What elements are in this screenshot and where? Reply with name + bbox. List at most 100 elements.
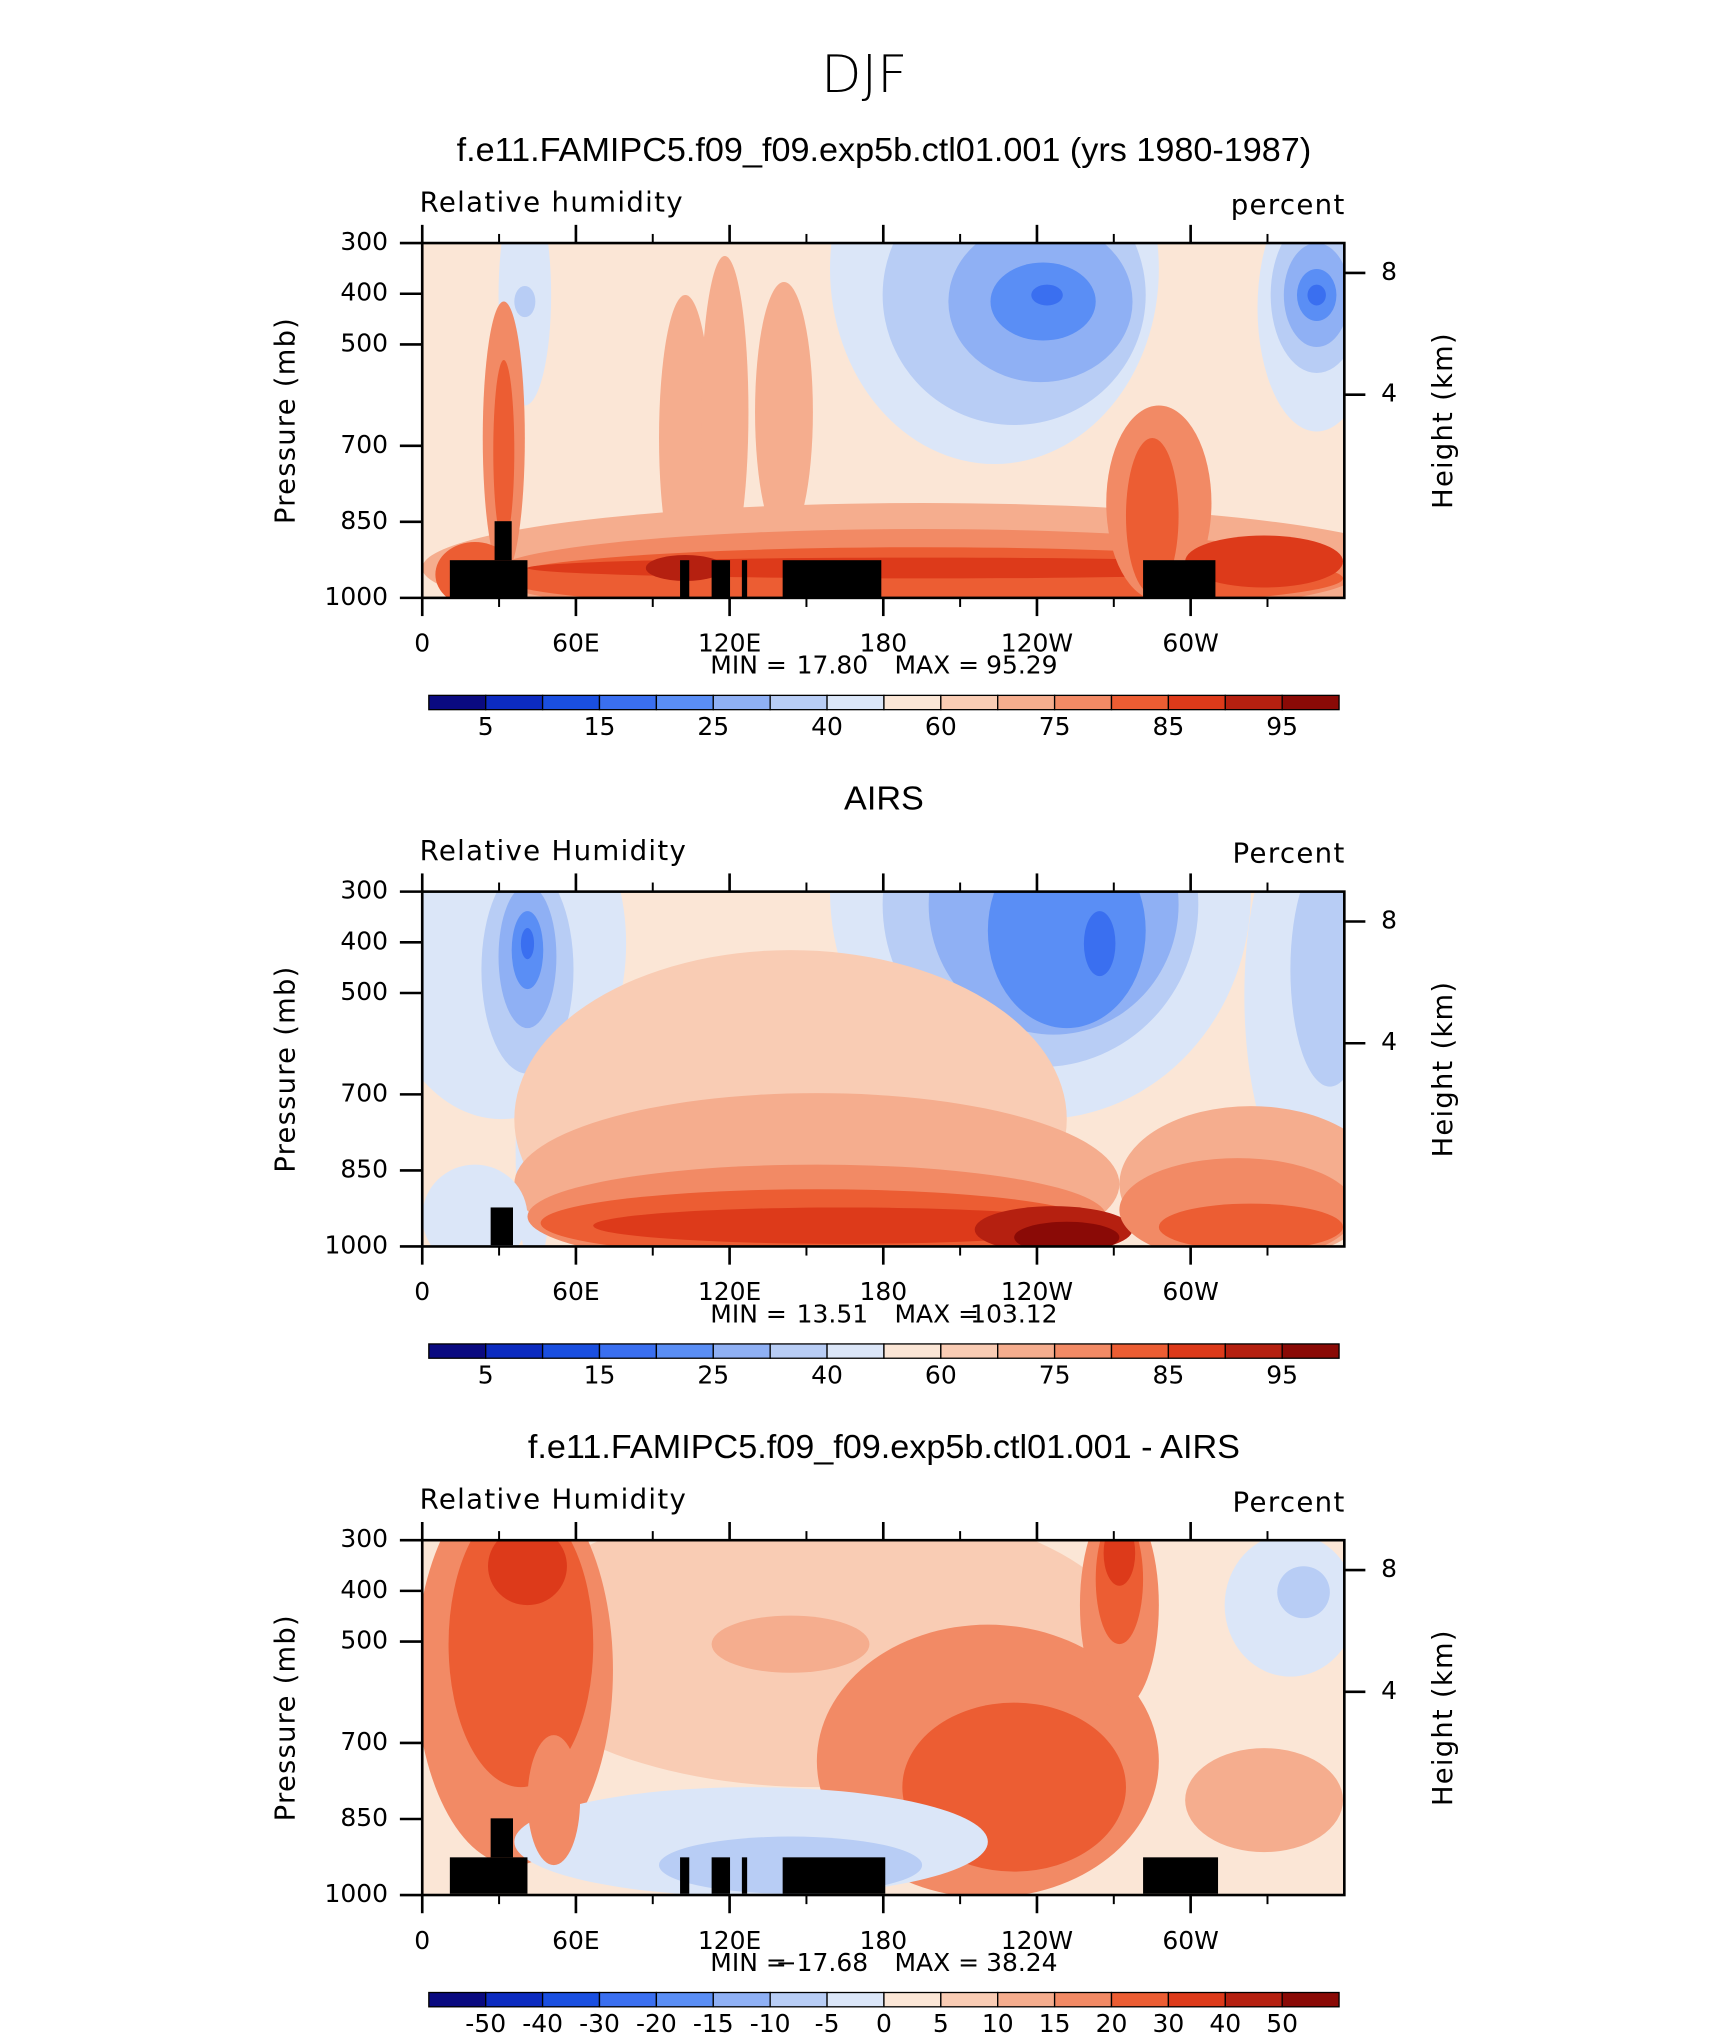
topography [711,560,731,598]
contour-fill [755,282,813,542]
colorbar-box [485,1343,544,1359]
y2-tick-label: 8 [1381,257,1397,286]
colorbar-box [1224,1991,1283,2008]
contour-fill [448,1540,594,1788]
colorbar-label: 5 [478,1361,494,1390]
colorbar-box [598,1991,658,2008]
colorbar-box [1110,694,1170,711]
colorbar-box [1167,694,1226,711]
colorbar-box [428,1343,487,1359]
colorbar-box [712,1991,771,2008]
colorbar-label: 75 [1039,712,1071,741]
colorbar-label: 30 [1152,2009,1184,2038]
contour-fill [514,285,536,318]
y-tick-label: 700 [340,1727,388,1756]
right-label: Percent [1233,1487,1346,1518]
colorbar-label: 20 [1096,2009,1128,2038]
colorbar-box [485,694,544,711]
colorbar-box [655,694,714,711]
colorbar-label: 15 [584,1361,616,1390]
x-tick-label: 60E [552,1926,600,1955]
colorbar-box [712,694,771,711]
contour-fill [1031,284,1063,306]
topography [680,560,690,598]
figure-title: DJF [821,44,907,105]
contour-fill [1277,1566,1330,1619]
x-tick-label: 180 [859,1926,907,1955]
x-tick-label: 60E [552,1277,600,1306]
left-label: Relative humidity [420,188,684,219]
x-tick-label: 0 [414,629,430,658]
x-tick-label: 60W [1162,1277,1218,1306]
colorbar-box [883,1343,942,1359]
colorbar-box [485,1991,544,2008]
colorbar-box [769,1991,828,2008]
max-label: MAX = [894,1948,979,1977]
contour-fill [1290,891,1345,1087]
contour-fill [493,360,515,542]
topography [741,1857,748,1894]
colorbar-box [1167,1343,1226,1359]
max-value: 38.24 [986,1948,1058,1977]
colorbar-box [769,1343,828,1359]
colorbar-box [826,1343,885,1359]
contour-field [422,1540,1345,1896]
y-axis-label: Pressure (mb) [270,965,301,1172]
y-tick-label: 300 [340,876,388,905]
colorbar-box [883,694,942,711]
y-tick-label: 850 [340,1803,388,1832]
y-tick-label: 400 [340,926,388,955]
y-axis-label: Pressure (mb) [270,1614,301,1821]
topography [1143,560,1216,598]
colorbar-box [1281,1991,1340,2008]
y-tick-label: 700 [340,430,388,459]
x-tick-label: 0 [414,1277,430,1306]
y-tick-label: 850 [340,1155,388,1184]
colorbar-label: -40 [522,2009,563,2038]
colorbar-label: -15 [693,2009,734,2038]
contour-fill [1185,535,1344,588]
contour-fill [527,1735,581,1866]
min-value: −17.68 [776,1948,868,1977]
x-tick-label: 60W [1162,1926,1218,1955]
x-tick-label: 120W [1001,1926,1073,1955]
right-label: Percent [1233,839,1346,870]
x-tick-label: 180 [859,1277,907,1306]
y-tick-label: 300 [340,1524,388,1553]
colorbar-box [826,694,885,711]
min-value: 17.80 [797,651,869,680]
colorbar-box [598,1343,658,1359]
y-tick-label: 700 [340,1078,388,1107]
colorbar-label: 15 [584,712,616,741]
x-tick-label: 60W [1162,629,1218,658]
colorbar-label: 40 [1209,2009,1241,2038]
colorbar-box [826,1991,885,2008]
colorbar-label: -30 [579,2009,620,2038]
colorbar-box [428,694,487,711]
x-tick-label: 120E [698,1926,761,1955]
colorbar-label: 75 [1039,1361,1071,1390]
topography [490,1818,513,1858]
colorbar-box [655,1343,714,1359]
topography [1143,1857,1219,1894]
min-value: 13.51 [797,1299,869,1328]
x-tick-label: 120W [1001,1277,1073,1306]
colorbar-label: -50 [465,2009,506,2038]
colorbar-box [541,1343,601,1359]
contour-fill [1125,438,1179,594]
y-tick-label: 300 [340,227,388,256]
left-label: Relative Humidity [420,836,688,867]
contour-fill [520,928,535,960]
colorbar-label: 95 [1266,712,1298,741]
contour-fill [488,1540,567,1606]
contour-fill [711,1615,870,1673]
colorbar-box [655,1991,714,2008]
min-label: MIN = [710,651,786,680]
y-tick-label: 850 [340,506,388,535]
colorbar-label: 10 [982,2009,1014,2038]
colorbar-box [598,694,658,711]
y-tick-label: 1000 [324,1879,388,1908]
contour-fill [1083,911,1116,977]
contour-fill [1014,1221,1120,1247]
